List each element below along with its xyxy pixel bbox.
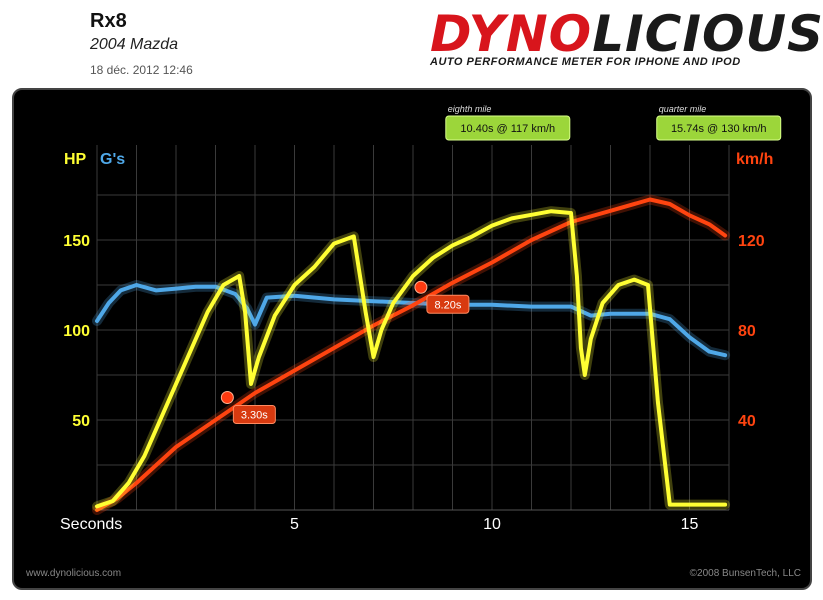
marker-value: 15.74s @ 130 km/h (671, 123, 767, 135)
left-tick-label: 100 (63, 323, 90, 340)
right-tick-label: 80 (738, 323, 756, 340)
speed-callout-box (426, 294, 470, 314)
right-tick-label: 40 (738, 413, 756, 430)
series-glow (92, 206, 731, 512)
right-tick-label: 120 (738, 233, 765, 250)
speed-callout-dot (414, 280, 428, 294)
x-axis-label: Seconds (60, 516, 122, 533)
car-name: Rx8 (90, 10, 127, 32)
left-tick-label: 50 (72, 413, 90, 430)
run-date: 18 déc. 2012 12:46 (90, 63, 193, 77)
speed-callout-box (232, 405, 276, 424)
x-tick-label: 5 (290, 516, 299, 533)
speed-callout-label: 3.30s (241, 410, 268, 422)
footer-copyright: ©2008 BunsenTech, LLC (689, 568, 801, 579)
dynolicious-logo: DYNOLICIOUS AUTO PERFORMANCE METER FOR I… (430, 5, 823, 76)
x-tick-label: 15 (681, 516, 699, 533)
marker-box (656, 115, 782, 141)
marker-value: 10.40s @ 117 km/h (460, 123, 555, 135)
left-axis-label-gs: G's (100, 151, 125, 168)
series-line-speed (95, 197, 728, 512)
speed-callout-label: 8.20s (434, 299, 461, 311)
left-axis-label-hp: HP (64, 151, 87, 168)
logo-text-dark: LICIOUS (592, 5, 823, 63)
footer-website: www.dynolicious.com (26, 568, 122, 579)
car-model: 2004 Mazda (90, 36, 179, 53)
right-axis-label: km/h (736, 151, 773, 168)
logo-tagline: AUTO PERFORMANCE METER FOR IPHONE AND IP… (430, 56, 741, 68)
left-tick-label: 150 (63, 233, 90, 250)
marker-box (445, 115, 571, 141)
logo-text-red: DYNO (430, 5, 593, 63)
series-line-hp (95, 209, 728, 509)
marker-label: quarter mile (659, 104, 707, 114)
chart-panel: eighth mile 10.40s @ 117 km/h quarter mile… (12, 88, 812, 590)
speed-callout-dot (220, 391, 234, 404)
marker-label: eighth mile (448, 104, 492, 114)
dyno-chart: eighth mile 10.40s @ 117 km/h quarter mile… (60, 104, 782, 533)
series-line-gs (95, 283, 728, 358)
x-tick-label: 10 (483, 516, 501, 533)
